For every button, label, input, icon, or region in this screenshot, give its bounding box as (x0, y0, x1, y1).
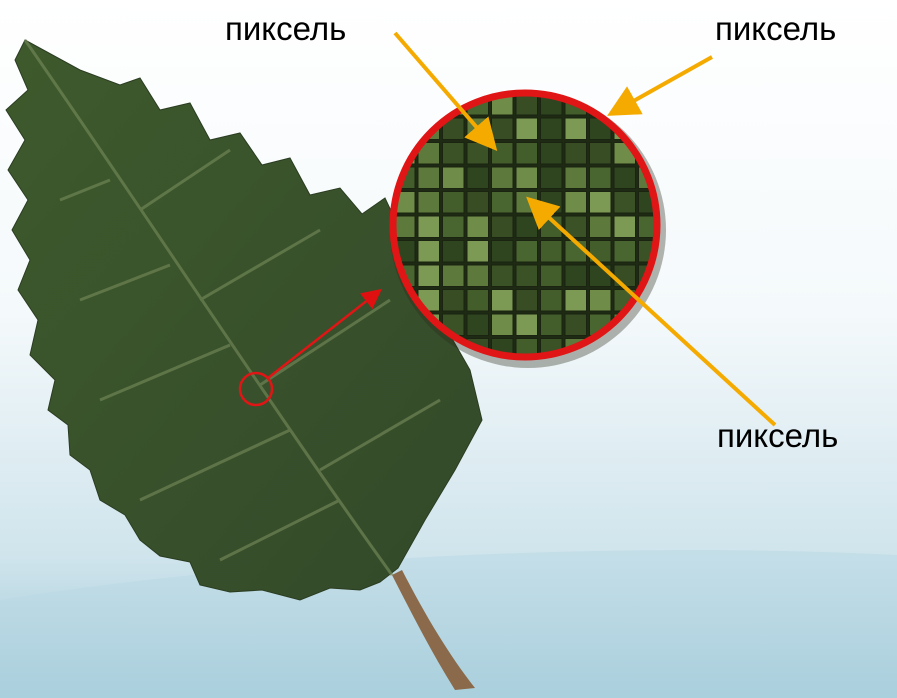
pixel-cell (565, 143, 587, 165)
pixel-cell (492, 167, 514, 189)
pixel-cell (614, 167, 636, 189)
pixel-label: пиксель (715, 10, 836, 47)
pixel-cell (418, 216, 440, 238)
pixel-cell (541, 290, 563, 312)
pixel-cell (467, 216, 489, 238)
pixel-cell (590, 290, 612, 312)
pixel-cell (443, 143, 465, 165)
pixel-cell (565, 314, 587, 336)
pixel-cell (467, 290, 489, 312)
pixel-cell (443, 167, 465, 189)
pixel-cell (590, 143, 612, 165)
pixel-cell (541, 143, 563, 165)
pixel-cell (443, 216, 465, 238)
pixel-cell (516, 314, 538, 336)
pixel-cell (443, 290, 465, 312)
pixel-cell (492, 192, 514, 214)
pixel-cell (418, 265, 440, 287)
pixel-cell (443, 241, 465, 263)
pixel-cell (516, 167, 538, 189)
pixel-cell (541, 167, 563, 189)
pixel-cell (418, 241, 440, 263)
page: {"labels": ["пиксель", "пиксель", "пиксе… (0, 0, 897, 698)
pixel-cell (590, 216, 612, 238)
pixel-cell (516, 216, 538, 238)
pixel-cell (614, 192, 636, 214)
pixel-cell (541, 314, 563, 336)
pixel-cell (418, 192, 440, 214)
pixel-cell (541, 118, 563, 140)
pixel-cell (614, 265, 636, 287)
pixel-cell (492, 290, 514, 312)
pixel-cell (492, 143, 514, 165)
pixel-cell (516, 143, 538, 165)
pixel-cell (443, 265, 465, 287)
pixel-cell (541, 241, 563, 263)
pixel-cell (443, 192, 465, 214)
pixel-cell (565, 167, 587, 189)
pixel-cell (467, 143, 489, 165)
pixel-cell (492, 241, 514, 263)
pixel-cell (565, 265, 587, 287)
pixel-cell (492, 265, 514, 287)
pixel-cell (467, 167, 489, 189)
pixel-cell (565, 192, 587, 214)
pixel-label: пиксель (225, 10, 346, 47)
pixel-cell (614, 241, 636, 263)
pixel-cell (590, 167, 612, 189)
pixel-cell (590, 192, 612, 214)
pixel-cell (467, 314, 489, 336)
pixel-cell (467, 241, 489, 263)
pixel-cell (614, 216, 636, 238)
pixel-label: пиксель (717, 417, 838, 454)
pixel-cell (418, 167, 440, 189)
pixel-cell (565, 290, 587, 312)
pixel-cell (565, 118, 587, 140)
pixel-cell (541, 192, 563, 214)
pixel-cell (541, 265, 563, 287)
pixel-cell (516, 290, 538, 312)
pixel-cell (516, 265, 538, 287)
pixel-cell (516, 241, 538, 263)
pixel-cell (492, 314, 514, 336)
pixel-cell (516, 118, 538, 140)
slide: пиксель пиксель пиксель (0, 0, 897, 698)
pixel-cell (492, 118, 514, 140)
pixel-cell (590, 265, 612, 287)
pixel-cell (492, 216, 514, 238)
pixel-cell (467, 265, 489, 287)
pixel-cell (467, 192, 489, 214)
